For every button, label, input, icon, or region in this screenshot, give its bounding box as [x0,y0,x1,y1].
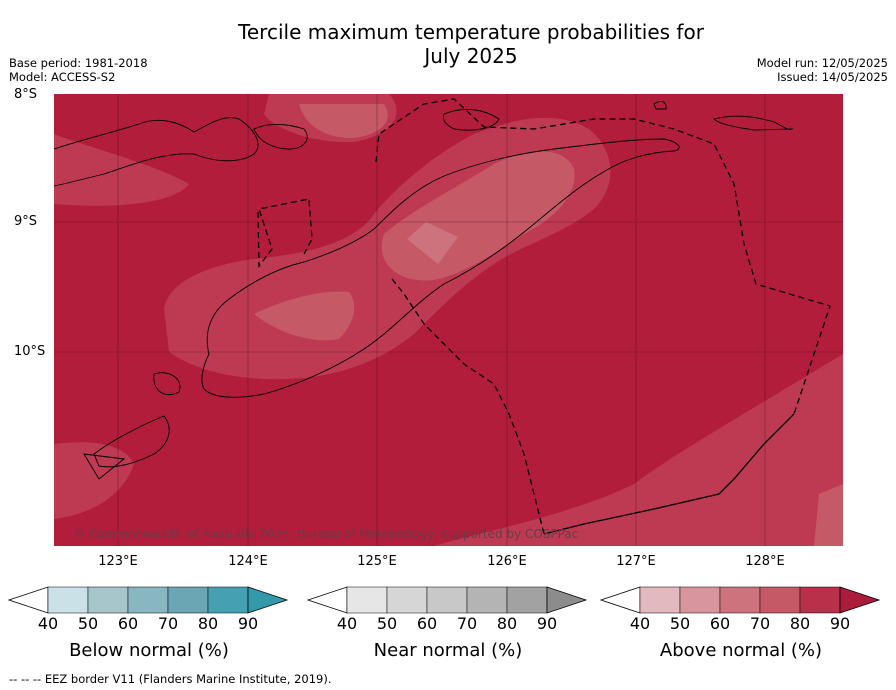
rote-coastline [153,372,181,396]
eez-border-north [375,98,831,415]
issued-date: Issued: 14/05/2025 [777,70,888,84]
title-line-1: Tercile maximum temperature probabilitie… [238,20,704,44]
tick-60: 60 [117,614,139,633]
tick-50: 50 [376,614,398,633]
eez-border-west [257,198,313,268]
colorbar-above-normal-high-arrow [839,586,881,614]
sumba-coastline [83,453,126,480]
colorbar-near-normal-segment-5 [506,586,548,614]
meta-right: Model run: 12/05/2025 Issued: 14/05/2025 [757,56,888,84]
colorbar-below-normal-low-arrow [8,586,49,614]
colorbar-below-normal-segment-1 [47,586,89,614]
meta-left: Base period: 1981-2018 Model: ACCESS-S2 [9,56,148,84]
tick-80: 80 [197,614,219,633]
map-zone-above-70-southeast [814,484,843,546]
colorbar-near-normal-segment-3 [426,586,468,614]
colorbar-below-normal-segment-2 [87,586,129,614]
alor-coastline [253,124,308,150]
tick-40: 40 [37,614,59,633]
coastlines [54,101,794,480]
tick-90: 90 [237,614,259,633]
colorbar-above-normal-label: Above normal (%) [659,640,823,661]
probability-map [54,94,843,546]
title-line-2: July 2025 [424,44,518,68]
model-run: Model run: 12/05/2025 [756,56,888,70]
babar-coastline [653,101,667,110]
tick-90: 90 [829,614,851,633]
tick-80: 80 [789,614,811,633]
lon-label-124e: 124°E [228,554,268,569]
base-period: Base period: 1981-2018 [9,56,148,70]
map-zone-above-80-south [434,354,843,546]
timor-coastline [201,138,680,398]
lon-label-126e: 126°E [487,554,527,569]
tick-50: 50 [77,614,99,633]
colorbar-above-normal-segment-2 [679,586,721,614]
colorbar-below-normal-high-arrow [247,586,289,614]
lat-label-8s: 8°S [14,87,38,102]
tick-70: 70 [157,614,179,633]
tick-70: 70 [456,614,478,633]
lon-label-128e: 128°E [745,554,785,569]
model-name: Model: ACCESS-S2 [9,70,116,84]
lat-label-9s: 9°S [14,214,38,229]
map-zone-above-70-central [254,291,355,341]
colorbar-above-normal-low-arrow [600,586,641,614]
colorbar-below-normal-label: Below normal (%) [69,640,229,661]
colorbar-near-normal-label: Near normal (%) [373,640,523,661]
lat-label-10s: 10°S [14,344,46,359]
colorbar-near-normal-segment-4 [466,586,508,614]
eez-border-central [391,278,545,535]
colorbar-above-normal-segment-5 [799,586,841,614]
colorbar-near-normal-low-arrow [307,586,348,614]
map-zone-above-80-southwest [54,442,134,519]
sawu-coastline [93,415,170,468]
copyright-notice: © Commonwealth of Australia 2025, Bureau… [73,527,579,541]
colorbar-above-normal [600,586,881,614]
colorbar-near-normal-segment-1 [346,586,388,614]
colorbar-below-normal [8,586,289,614]
tick-40: 40 [336,614,358,633]
eez-border-south-solid [543,413,795,535]
footer-eez-note: -- -- -- EEZ border V11 (Flanders Marine… [9,672,332,686]
colorbar-above-normal-segment-1 [639,586,681,614]
colorbar-below-normal-segment-3 [127,586,169,614]
colorbar-near-normal-segment-2 [386,586,428,614]
wetar-coastline [442,108,500,131]
tick-50: 50 [669,614,691,633]
map-zone-above-70-north [299,104,388,139]
tick-60: 60 [416,614,438,633]
flores-coastline [54,117,259,187]
colorbar-below-normal-segment-5 [207,586,249,614]
lon-label-123e: 123°E [98,554,138,569]
tick-60: 60 [709,614,731,633]
colorbar-below-normal-segment-4 [167,586,209,614]
map-zone-above-80-west [54,134,189,206]
lon-label-125e: 125°E [357,554,397,569]
eez-borders [257,98,831,535]
colorbar-above-normal-segment-3 [719,586,761,614]
colorbar-near-normal-high-arrow [546,586,588,614]
tanimbar-coastline [713,115,794,131]
chart-title: Tercile maximum temperature probabilitie… [170,20,772,68]
tick-80: 80 [496,614,518,633]
lon-label-127e: 127°E [616,554,656,569]
tick-90: 90 [536,614,558,633]
colorbar-above-normal-segment-4 [759,586,801,614]
map-zone-above-60 [407,222,458,264]
colorbar-near-normal [307,586,588,614]
tick-40: 40 [629,614,651,633]
tick-70: 70 [749,614,771,633]
